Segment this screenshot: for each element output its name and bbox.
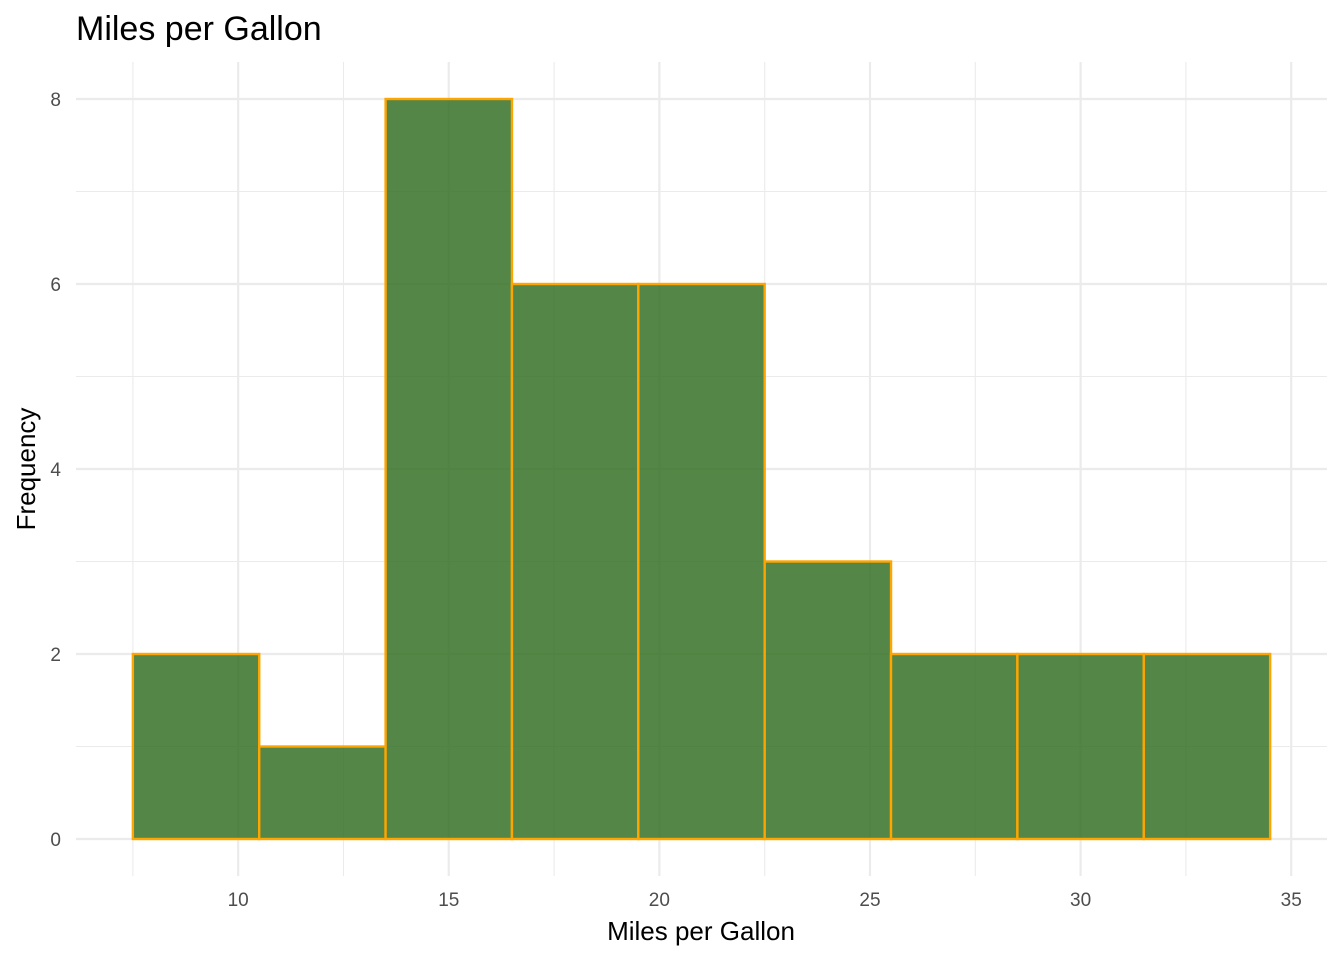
x-tick-label: 35: [1281, 890, 1302, 911]
x-axis-ticks: 10 15 20 25 30 35: [228, 890, 1302, 911]
histogram-bar: [131, 652, 261, 841]
histogram-bar: [889, 652, 1019, 841]
y-tick-label: 4: [50, 460, 61, 481]
x-tick-label: 30: [1070, 890, 1091, 911]
y-tick-label: 8: [50, 90, 61, 111]
y-axis-label: Frequency: [11, 408, 41, 531]
y-axis-ticks: 0 2 4 6 8: [50, 90, 61, 851]
histogram-bar: [510, 282, 640, 841]
x-tick-label: 25: [859, 890, 880, 911]
histogram-bar: [384, 97, 514, 841]
y-tick-label: 2: [50, 645, 61, 666]
chart-title: Miles per Gallon: [76, 10, 322, 48]
x-tick-label: 15: [438, 890, 459, 911]
histogram-bars: [131, 97, 1272, 841]
histogram-bar: [763, 560, 893, 841]
histogram-bar: [1142, 652, 1272, 841]
x-tick-label: 10: [228, 890, 249, 911]
histogram-bar: [637, 282, 766, 841]
y-tick-label: 0: [50, 830, 61, 851]
y-tick-label: 6: [50, 275, 61, 296]
x-axis-label: Miles per Gallon: [607, 916, 795, 946]
x-tick-label: 20: [649, 890, 670, 911]
histogram-bar: [258, 745, 387, 841]
histogram-bar: [1016, 652, 1145, 841]
